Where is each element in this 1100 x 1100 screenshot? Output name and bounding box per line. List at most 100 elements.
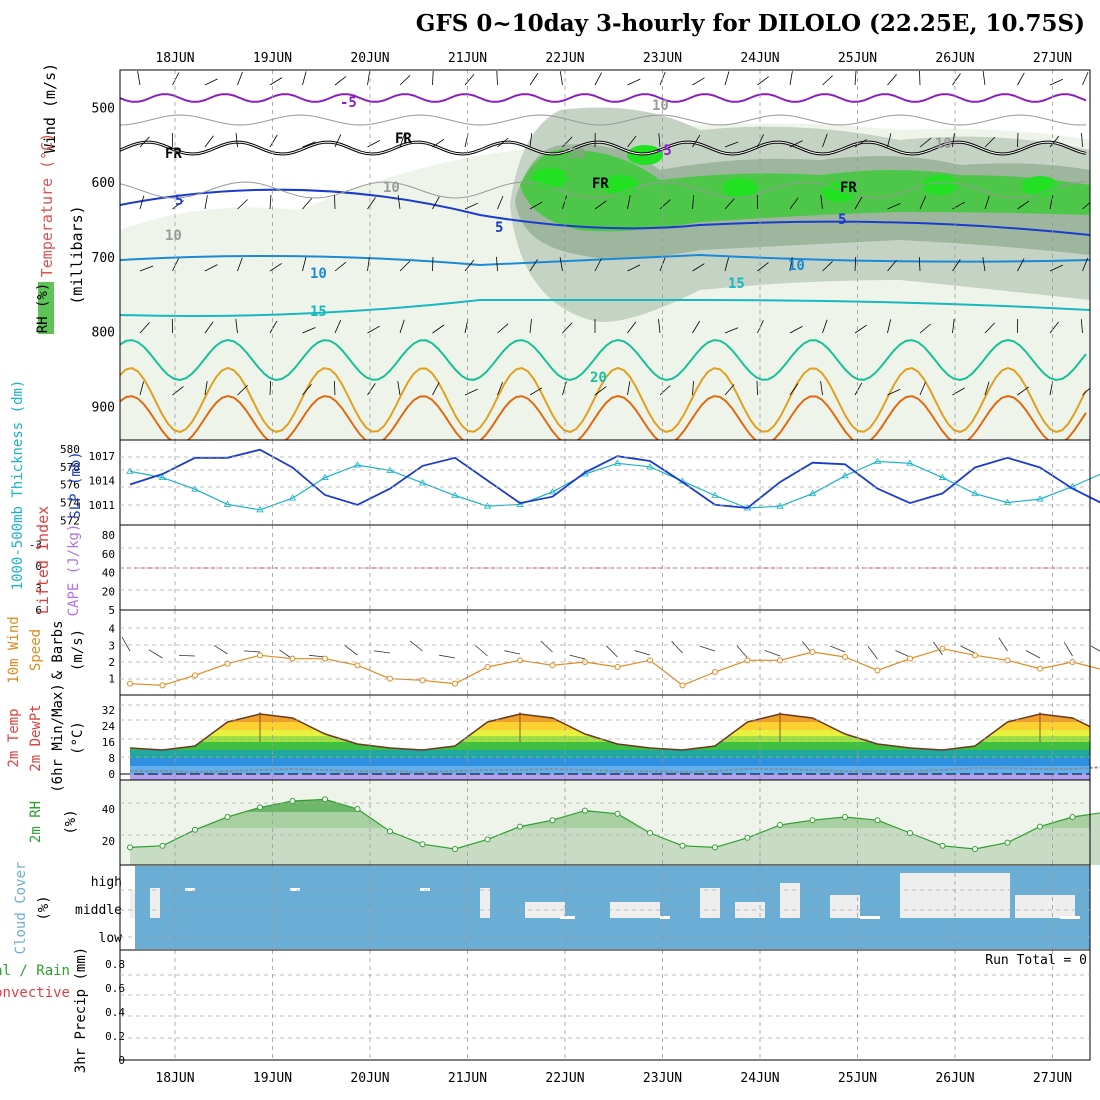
- temp-band: [130, 730, 1090, 736]
- wind-barb: [757, 320, 764, 334]
- panel-frame: [119, 609, 1091, 696]
- wind-barb-10m: [605, 645, 618, 658]
- wind-barb-10m: [1090, 645, 1100, 652]
- rh-line: [129, 798, 1100, 850]
- ylabel-lifted-index: Lifted Index: [34, 506, 52, 614]
- thickness-line: [129, 460, 1100, 511]
- wind-barb-10m: [960, 645, 976, 654]
- ylabel-dewpt2m: 2m DewPt: [28, 704, 44, 771]
- rh-point: [257, 804, 263, 811]
- cape-panel: -3 0 3 6 80 60 40 20 5: [29, 529, 1090, 617]
- wind-barb: [789, 326, 803, 334]
- ylabel-temp2m: 2m Temp: [6, 708, 22, 767]
- pressure-tick: 700: [92, 251, 115, 266]
- cloud-middle-label: middle: [75, 903, 122, 918]
- wind-barb: [172, 200, 184, 210]
- wind-barb: [984, 381, 990, 396]
- cloud-low-label: low: [99, 931, 123, 946]
- wind-speed-point: [647, 657, 653, 664]
- ylabel-temp-units: (°C): [70, 721, 86, 755]
- top-day-label: 18JUN: [155, 51, 194, 66]
- temp-tick: 16: [102, 736, 115, 749]
- wind-barb: [529, 73, 539, 86]
- wind-barb: [692, 195, 695, 210]
- wind-barb: [919, 70, 921, 86]
- wind-speed-point: [387, 675, 393, 682]
- contour-5: [120, 188, 1090, 236]
- wind-barb: [432, 324, 445, 334]
- wind-barb: [627, 195, 631, 210]
- thickness-point: [841, 472, 849, 479]
- wind-barb: [302, 257, 307, 272]
- thickness-point: [516, 500, 524, 507]
- wind-barb-10m: [932, 641, 943, 656]
- wind-barb: [658, 319, 661, 334]
- cape-tick: 80: [102, 529, 115, 542]
- wind-barb: [399, 133, 405, 148]
- wind-barb: [820, 381, 823, 396]
- thickness-point: [613, 459, 622, 466]
- wind-barb: [627, 264, 641, 272]
- temp-band: [130, 758, 1090, 766]
- wind-barb-10m: [309, 654, 326, 658]
- wind-barb: [854, 382, 863, 396]
- wind-barb: [139, 136, 150, 148]
- wind-barb: [399, 319, 405, 334]
- wind-barb: [562, 322, 573, 334]
- wind-barb-10m: [475, 645, 488, 657]
- thickness-point: [191, 485, 199, 492]
- panel-frame: [119, 949, 1091, 1061]
- rh-point: [1069, 814, 1076, 820]
- contour-25: [120, 366, 1087, 434]
- pressure-tick: 500: [92, 101, 115, 116]
- wind-barb: [1049, 135, 1060, 148]
- wind-barb: [367, 71, 371, 86]
- wind-barb-10m: [178, 655, 196, 657]
- thickness-tick: 580: [60, 443, 80, 456]
- wind-barb: [952, 73, 961, 86]
- cloud-patch: [830, 895, 860, 918]
- wind-barb: [302, 327, 316, 334]
- rh-point: [354, 806, 361, 812]
- wind-barb: [952, 133, 955, 148]
- pressure-tick: 800: [92, 326, 115, 341]
- top-day-labels: 18JUN 19JUN 20JUN 21JUN 22JUN 23JUN 24JUN 25JUN…: [155, 51, 1072, 66]
- pressure-axis: 500 600 700 800 900: [92, 101, 115, 415]
- wind-speed-point: [874, 667, 881, 674]
- thickness-point: [483, 502, 492, 509]
- wind-tick: 4: [108, 623, 115, 636]
- wind-barb: [432, 70, 434, 86]
- rh-legend-box: [38, 282, 54, 334]
- wind-barb: [692, 263, 705, 272]
- wind-barbs: [137, 70, 1090, 396]
- contour-label: 15: [728, 276, 745, 292]
- wind-barb: [854, 256, 857, 272]
- wind-barb: [529, 259, 538, 272]
- wind-speed-point: [452, 680, 458, 687]
- rh-point: [322, 796, 328, 803]
- wind-barb: [464, 259, 475, 272]
- wind-barb: [559, 257, 563, 272]
- wind-barb: [529, 319, 532, 334]
- rh-shading: [120, 107, 1090, 440]
- y-axis-labels: Wind (m/s)Temperature (°C) RH (%) (milliba…: [0, 63, 89, 1073]
- wind-barb: [789, 140, 803, 148]
- wind-barb: [334, 194, 336, 210]
- thickness-point: [288, 494, 297, 501]
- wind-barb: [1080, 319, 1083, 334]
- wind-barb: [757, 262, 769, 272]
- wind-speed-line: [129, 648, 1100, 686]
- wind-barb: [1017, 386, 1030, 396]
- wind10m-panel: 4 3 2 1: [108, 623, 1100, 689]
- ylabel-minmax: (6hr Min/Max): [50, 683, 66, 793]
- wind-barb: [137, 71, 141, 86]
- wind-barb: [887, 388, 901, 396]
- wind-speed-point: [907, 655, 913, 662]
- wind-barb: [139, 195, 145, 210]
- wind-speed-point: [777, 657, 783, 664]
- wind-barb: [496, 256, 498, 272]
- temp-tick: 32: [102, 704, 115, 717]
- wind-barb: [820, 195, 823, 210]
- rh-band-bright: [1022, 176, 1058, 196]
- wind-barb: [334, 320, 342, 334]
